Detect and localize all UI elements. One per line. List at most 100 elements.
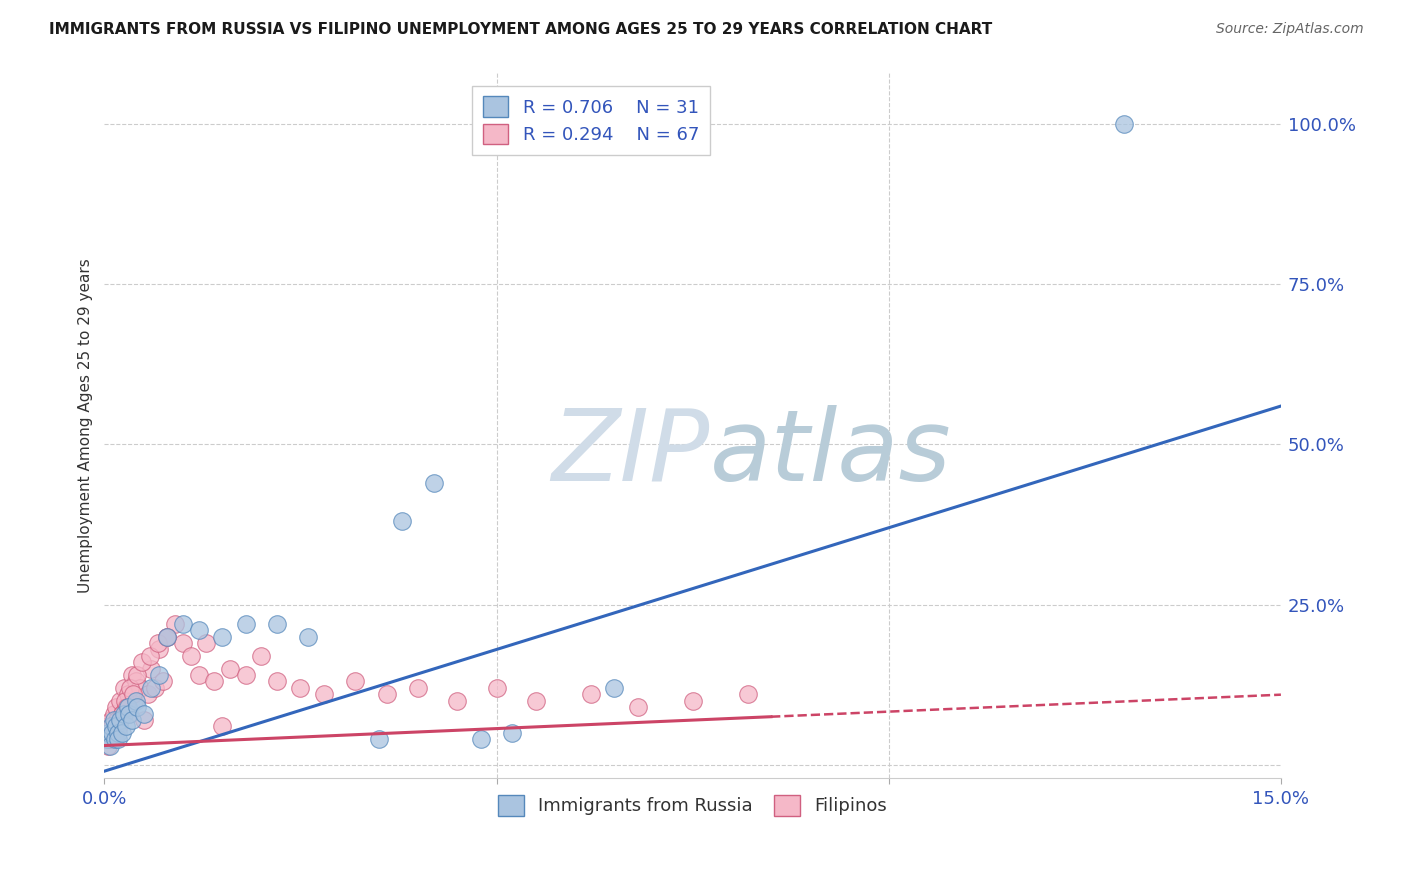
Point xyxy=(117,687,139,701)
Point xyxy=(100,713,122,727)
Point xyxy=(112,681,135,695)
Point xyxy=(682,694,704,708)
Point xyxy=(103,725,125,739)
Point xyxy=(603,681,626,695)
Point xyxy=(100,732,122,747)
Point xyxy=(96,739,118,753)
Point xyxy=(344,674,367,689)
Point xyxy=(107,719,129,733)
Point xyxy=(107,725,129,739)
Point xyxy=(367,732,389,747)
Point xyxy=(96,732,118,747)
Point xyxy=(122,694,145,708)
Point xyxy=(127,668,149,682)
Point xyxy=(180,648,202,663)
Point xyxy=(211,719,233,733)
Point xyxy=(114,694,136,708)
Point xyxy=(187,668,209,682)
Point xyxy=(100,719,122,733)
Point xyxy=(148,668,170,682)
Point xyxy=(266,674,288,689)
Point xyxy=(195,636,218,650)
Point xyxy=(391,514,413,528)
Point xyxy=(114,700,136,714)
Point xyxy=(98,739,121,753)
Point xyxy=(235,668,257,682)
Point xyxy=(202,674,225,689)
Point xyxy=(131,655,153,669)
Point xyxy=(156,630,179,644)
Point xyxy=(108,719,131,733)
Point xyxy=(112,706,135,721)
Point xyxy=(118,706,141,721)
Point xyxy=(136,687,159,701)
Point xyxy=(141,681,163,695)
Point xyxy=(235,616,257,631)
Point xyxy=(146,636,169,650)
Point xyxy=(627,700,650,714)
Point xyxy=(103,732,125,747)
Point xyxy=(121,668,143,682)
Point xyxy=(163,616,186,631)
Text: atlas: atlas xyxy=(710,405,952,502)
Point xyxy=(94,732,117,747)
Point xyxy=(266,616,288,631)
Point xyxy=(524,694,547,708)
Point xyxy=(139,648,162,663)
Text: Source: ZipAtlas.com: Source: ZipAtlas.com xyxy=(1216,22,1364,37)
Point xyxy=(103,725,125,739)
Point xyxy=(115,719,138,733)
Point xyxy=(128,681,150,695)
Point xyxy=(101,719,124,733)
Point xyxy=(250,648,273,663)
Point xyxy=(97,719,120,733)
Point xyxy=(125,694,148,708)
Point xyxy=(105,719,128,733)
Point xyxy=(423,475,446,490)
Point xyxy=(406,681,429,695)
Point xyxy=(117,700,139,714)
Point xyxy=(120,681,142,695)
Text: IMMIGRANTS FROM RUSSIA VS FILIPINO UNEMPLOYMENT AMONG AGES 25 TO 29 YEARS CORREL: IMMIGRANTS FROM RUSSIA VS FILIPINO UNEMP… xyxy=(49,22,993,37)
Point xyxy=(297,630,319,644)
Point xyxy=(111,706,134,721)
Point xyxy=(97,725,120,739)
Point xyxy=(737,687,759,701)
Point xyxy=(105,713,128,727)
Point xyxy=(470,732,492,747)
Point xyxy=(485,681,508,695)
Point xyxy=(125,674,148,689)
Point xyxy=(172,616,194,631)
Point xyxy=(312,687,335,701)
Point xyxy=(148,642,170,657)
Point xyxy=(101,725,124,739)
Point xyxy=(103,706,125,721)
Point xyxy=(132,713,155,727)
Point xyxy=(107,713,129,727)
Point xyxy=(145,681,167,695)
Point xyxy=(290,681,312,695)
Point xyxy=(152,674,174,689)
Point xyxy=(156,630,179,644)
Point xyxy=(211,630,233,644)
Point xyxy=(218,662,240,676)
Point xyxy=(156,630,179,644)
Point xyxy=(141,662,163,676)
Point xyxy=(111,706,134,721)
Point xyxy=(127,700,149,714)
Point xyxy=(108,713,131,727)
Point xyxy=(446,694,468,708)
Point xyxy=(96,725,118,739)
Point xyxy=(579,687,602,701)
Point xyxy=(103,713,125,727)
Point xyxy=(115,700,138,714)
Point xyxy=(501,725,523,739)
Point xyxy=(121,687,143,701)
Point xyxy=(118,706,141,721)
Point xyxy=(187,624,209,638)
Point xyxy=(375,687,398,701)
Point xyxy=(108,694,131,708)
Point xyxy=(121,713,143,727)
Point xyxy=(98,732,121,747)
Point xyxy=(172,636,194,650)
